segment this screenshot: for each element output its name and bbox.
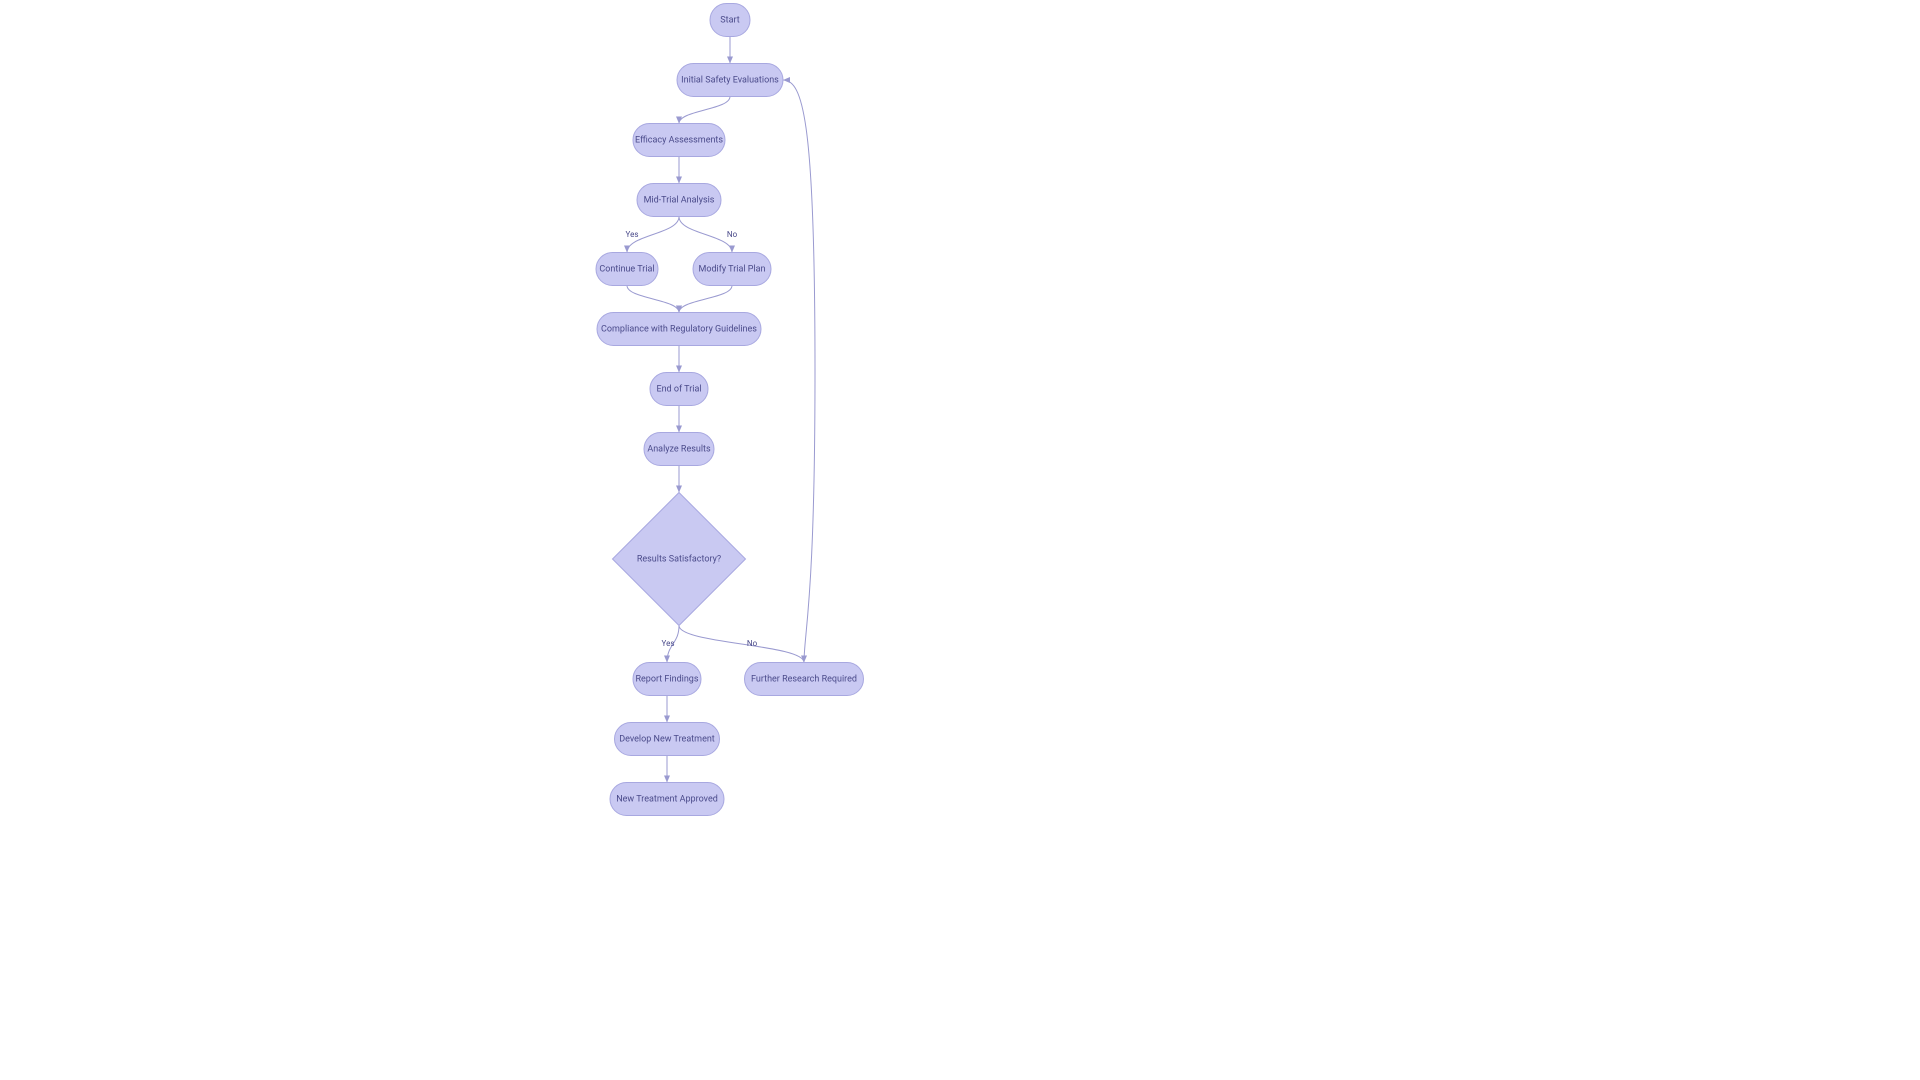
edge-results-further (679, 626, 804, 663)
node-label-midtrial: Mid-Trial Analysis (644, 195, 715, 205)
node-label-safety: Initial Safety Evaluations (681, 75, 779, 85)
node-label-modify: Modify Trial Plan (698, 264, 765, 274)
node-label-further: Further Research Required (751, 674, 857, 684)
edge-safety-efficacy (679, 97, 730, 124)
edge-label-midtrial-modify: No (727, 230, 738, 239)
edge-midtrial-modify (679, 217, 732, 253)
node-label-start: Start (720, 15, 739, 25)
node-label-analyze: Analyze Results (647, 444, 711, 454)
node-label-efficacy: Efficacy Assessments (635, 135, 723, 145)
edge-label-results-further: No (747, 639, 758, 648)
edge-continue-compliance (627, 286, 679, 313)
node-label-approved: New Treatment Approved (616, 794, 718, 804)
node-label-endtrial: End of Trial (656, 384, 701, 394)
edge-modify-compliance (679, 286, 732, 313)
edge-further-safety (783, 80, 815, 663)
node-label-results: Results Satisfactory? (637, 554, 721, 564)
node-label-report: Report Findings (635, 674, 698, 684)
node-label-compliance: Compliance with Regulatory Guidelines (601, 324, 757, 334)
edge-label-results-report: Yes (662, 639, 675, 648)
node-label-develop: Develop New Treatment (619, 734, 715, 744)
node-label-continue: Continue Trial (599, 264, 654, 274)
edge-label-midtrial-continue: Yes (626, 230, 639, 239)
flowchart-canvas: Start Initial Safety Evaluations Efficacy … (0, 0, 1920, 1080)
